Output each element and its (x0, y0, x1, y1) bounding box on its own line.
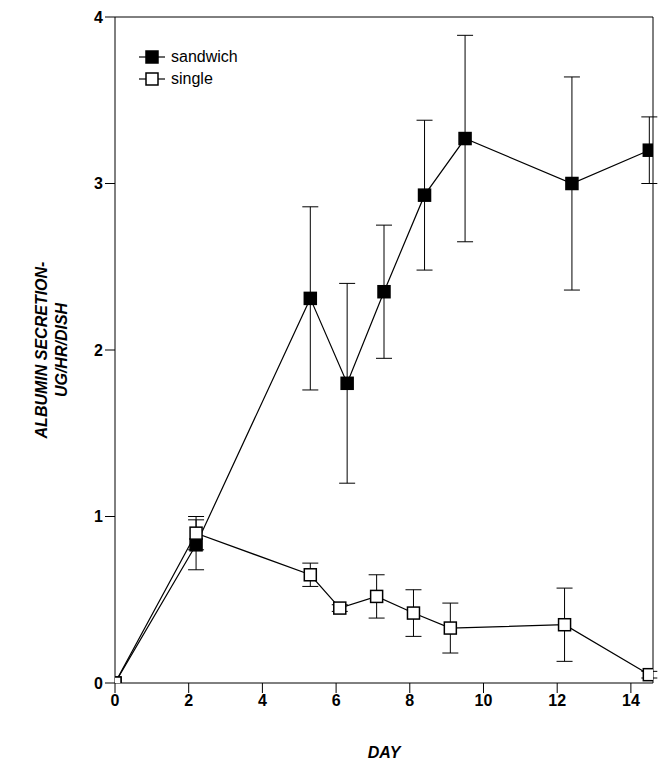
svg-text:3: 3 (94, 175, 103, 192)
svg-text:1: 1 (94, 508, 103, 525)
svg-text:4: 4 (94, 9, 103, 26)
svg-text:0: 0 (111, 692, 120, 709)
svg-text:4: 4 (258, 692, 267, 709)
svg-text:DAY: DAY (368, 744, 402, 761)
html-text:single: single (171, 70, 213, 87)
svg-text:8: 8 (405, 692, 414, 709)
html-text:sandwich: sandwich (171, 48, 238, 65)
svg-text:14: 14 (622, 692, 640, 709)
svg-text:12: 12 (548, 692, 566, 709)
svg-text:10: 10 (475, 692, 493, 709)
svg-text:0: 0 (94, 675, 103, 692)
svg-text:ALBUMIN SECRETION-UG/HR/DISH: ALBUMIN SECRETION-UG/HR/DISH (33, 262, 70, 440)
svg-text:2: 2 (184, 692, 193, 709)
svg-text:6: 6 (332, 692, 341, 709)
svg-text:2: 2 (94, 342, 103, 359)
